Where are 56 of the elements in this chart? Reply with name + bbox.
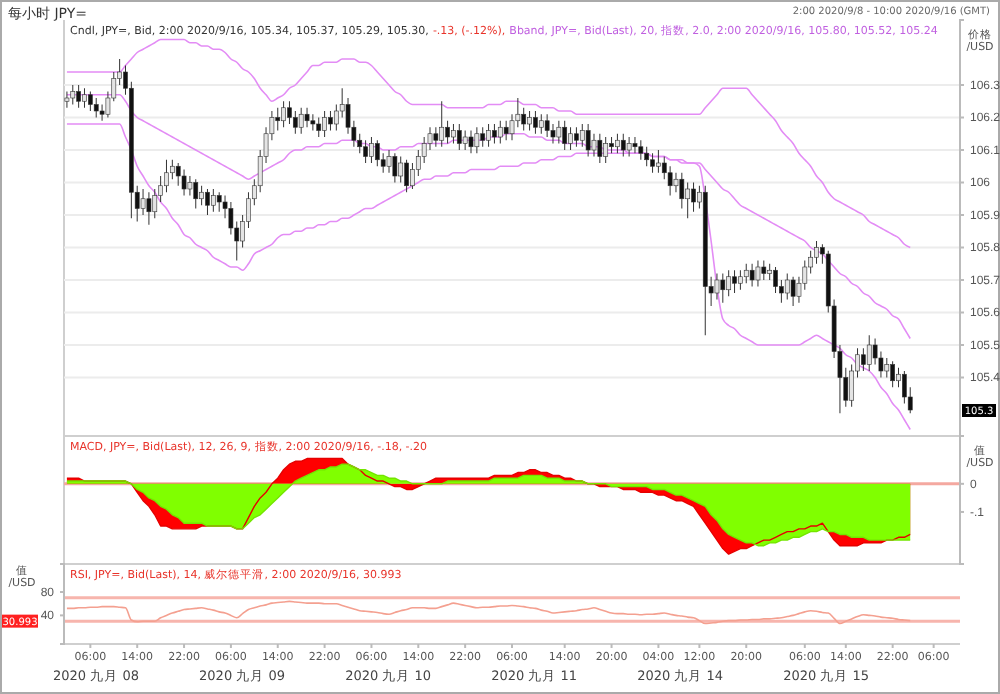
candlestick [99, 104, 105, 122]
candlestick [574, 126, 579, 148]
candlestick [445, 120, 450, 144]
candlestick [603, 136, 609, 164]
candlestick [275, 107, 281, 131]
candlestick [720, 273, 726, 304]
candlestick [761, 260, 767, 281]
candlestick [749, 263, 755, 287]
candlestick [451, 123, 456, 144]
candlestick [404, 159, 409, 193]
candlestick [732, 269, 737, 294]
candlestick [392, 152, 398, 183]
candlestick [861, 347, 866, 372]
candlestick [620, 133, 626, 157]
candlestick [790, 276, 796, 307]
candlestick [503, 120, 509, 141]
candlestick [591, 133, 597, 157]
candlestick [638, 139, 644, 161]
candlestick [328, 110, 333, 131]
candlestick [316, 117, 322, 138]
candlestick [562, 120, 568, 151]
candlestick [468, 130, 474, 154]
candlestick [433, 126, 439, 148]
candlestick [492, 123, 497, 144]
candlestick [673, 172, 679, 193]
candlestick [93, 97, 99, 118]
candlestick [216, 191, 222, 213]
candlestick [386, 149, 392, 174]
line-series [66, 600, 912, 625]
candlestick [88, 91, 93, 112]
candlestick [480, 126, 486, 148]
candlestick [456, 123, 462, 151]
candlestick [632, 136, 638, 154]
candlestick [298, 107, 304, 135]
candlestick [890, 360, 895, 388]
candlestick [597, 133, 603, 164]
line-series [66, 38, 912, 249]
candlestick [205, 188, 210, 216]
candlestick [691, 182, 696, 213]
candlestick [544, 113, 550, 138]
candlestick [615, 133, 620, 154]
candlestick [76, 84, 81, 109]
candlestick [181, 169, 187, 196]
candlestick [310, 113, 316, 131]
candlestick [644, 146, 650, 167]
candlestick [187, 175, 193, 196]
candlestick [650, 152, 655, 174]
candlestick [533, 110, 538, 135]
candlestick [146, 191, 152, 226]
candlestick [363, 139, 368, 164]
candlestick [64, 91, 70, 109]
candlestick [667, 165, 673, 196]
candlestick [304, 107, 310, 128]
candlestick [193, 178, 199, 209]
candlestick [585, 123, 591, 157]
candlestick [374, 139, 380, 167]
